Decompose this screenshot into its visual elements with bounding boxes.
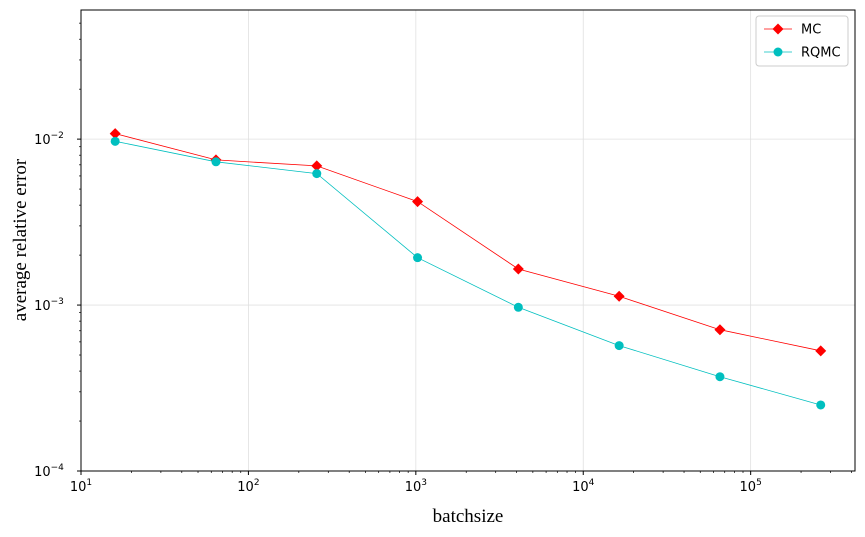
y-tick-label: 10−2: [34, 131, 64, 148]
grid: [81, 10, 855, 471]
data-point-mc: [613, 290, 625, 302]
series-layer: [109, 128, 827, 410]
x-tick-base: 10: [70, 480, 87, 495]
x-tick-label: 105: [740, 478, 762, 495]
data-point-rqmc: [211, 157, 221, 167]
legend-marker-mc: [772, 23, 784, 35]
data-point-rqmc: [614, 341, 624, 351]
data-point-rqmc: [312, 169, 322, 179]
x-tick-label: 103: [405, 478, 427, 495]
data-point-rqmc: [110, 136, 120, 146]
x-axis-title: batchsize: [433, 506, 504, 527]
legend-marker-rqmc: [773, 47, 783, 57]
y-tick-exponent: −4: [51, 463, 65, 473]
series-rqmc: [110, 136, 826, 410]
x-tick-base: 10: [237, 480, 254, 495]
y-tick-exponent: −2: [51, 131, 64, 141]
data-point-rqmc: [513, 302, 523, 312]
legend-label-rqmc: RQMC: [801, 46, 841, 61]
data-point-mc: [714, 324, 726, 336]
data-point-mc: [311, 160, 323, 172]
x-tick-label: 104: [572, 478, 595, 495]
y-axis-title: average relative error: [10, 158, 31, 321]
y-tick-base: 10: [34, 299, 51, 314]
data-point-mc: [412, 196, 424, 208]
x-tick-exponent: 3: [421, 478, 427, 488]
series-line-mc: [115, 133, 821, 352]
x-tick-label: 102: [237, 478, 259, 495]
legend-label-mc: MC: [801, 23, 821, 38]
x-tick-exponent: 2: [254, 478, 260, 488]
plot-background: [81, 10, 855, 471]
x-tick-exponent: 4: [589, 478, 595, 488]
data-point-rqmc: [413, 253, 423, 263]
x-axis: 101 102 103 104 105: [70, 471, 852, 495]
x-tick-base: 10: [405, 480, 422, 495]
series-line-rqmc: [115, 140, 821, 406]
data-point-mc: [815, 345, 827, 357]
x-tick-base: 10: [740, 480, 757, 495]
data-point-mc: [512, 263, 524, 275]
y-tick-exponent: −3: [51, 297, 64, 307]
data-point-rqmc: [715, 372, 725, 382]
legend: MC RQMC: [755, 15, 849, 67]
y-tick-base: 10: [34, 465, 51, 480]
x-tick-base: 10: [572, 480, 589, 495]
x-tick-exponent: 1: [86, 478, 92, 488]
y-tick-label: 10−3: [34, 297, 64, 314]
x-tick-exponent: 5: [756, 478, 762, 488]
x-tick-label: 101: [70, 478, 92, 495]
y-tick-label: 10−4: [34, 463, 64, 480]
y-tick-base: 10: [34, 133, 51, 148]
data-point-mc: [109, 128, 121, 140]
plot-frame: [80, 9, 856, 472]
y-axis: 10−410−310−2: [34, 22, 81, 480]
data-point-rqmc: [816, 400, 826, 410]
